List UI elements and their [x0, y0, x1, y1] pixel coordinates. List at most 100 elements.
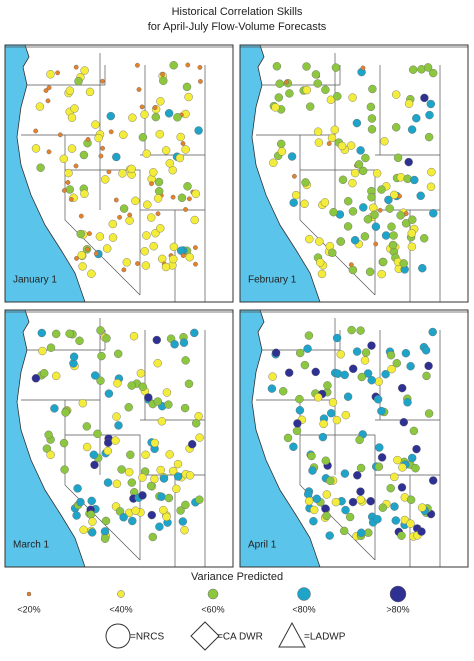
station-dot — [152, 335, 162, 345]
station-dot — [161, 146, 171, 155]
station-dot — [391, 123, 401, 132]
station-dot — [319, 419, 328, 429]
station-dot — [323, 381, 332, 390]
station-dot — [332, 415, 342, 425]
shape-symbol — [190, 621, 220, 651]
station-dot — [418, 263, 427, 273]
station-dot — [112, 152, 121, 162]
station-dot — [186, 196, 192, 202]
station-dot — [60, 465, 69, 474]
station-dot — [185, 252, 194, 262]
station-dot — [336, 237, 346, 246]
station-dot — [160, 71, 165, 77]
station-dot — [325, 476, 335, 486]
station-dot — [179, 338, 189, 347]
station-dot — [360, 65, 366, 71]
station-dot — [307, 451, 316, 461]
station-dot — [424, 409, 434, 418]
station-dot — [164, 493, 174, 503]
station-dot — [381, 231, 391, 240]
station-dot — [182, 82, 192, 92]
station-dot — [417, 527, 426, 536]
station-dot — [372, 169, 382, 178]
station-dot — [421, 346, 431, 355]
station-dot — [131, 506, 140, 515]
station-dot — [333, 92, 342, 101]
station-dot — [331, 497, 341, 507]
station-dot — [85, 87, 95, 97]
station-dot — [191, 419, 201, 428]
station-dot — [97, 351, 106, 361]
station-dot — [410, 175, 419, 185]
station-dot — [141, 450, 150, 460]
panel-label: January 1 — [13, 275, 57, 286]
station-dot — [131, 196, 140, 206]
station-dot — [424, 132, 434, 142]
station-dot — [269, 158, 278, 168]
basemap — [239, 309, 469, 568]
station-dot — [183, 182, 192, 191]
station-dot — [141, 261, 151, 270]
legend-swatch — [207, 588, 219, 600]
station-dot — [314, 138, 324, 147]
station-dot — [377, 185, 386, 194]
station-dot — [341, 410, 351, 420]
station-dot — [59, 154, 68, 164]
station-dot — [168, 466, 178, 476]
station-dot — [138, 382, 148, 392]
station-dot — [370, 210, 379, 220]
station-dot — [161, 262, 171, 272]
station-dot — [380, 137, 389, 146]
station-dot — [180, 253, 186, 259]
station-dot — [180, 403, 190, 413]
station-dot — [72, 511, 81, 520]
station-dot — [146, 481, 156, 491]
station-dot — [366, 102, 376, 112]
station-dot — [398, 463, 407, 472]
station-dot — [106, 169, 112, 175]
station-dot — [365, 267, 375, 277]
station-dot — [122, 258, 132, 267]
station-dot — [169, 254, 178, 264]
shape-symbol — [278, 621, 306, 648]
station-dot — [119, 204, 129, 213]
station-dot — [409, 426, 419, 436]
station-dot — [100, 175, 110, 184]
station-dot — [64, 168, 73, 178]
station-dot — [183, 207, 189, 212]
station-dot — [345, 512, 355, 522]
station-dot — [406, 362, 415, 371]
station-dot — [79, 150, 89, 160]
station-dot — [377, 207, 383, 213]
station-dot — [381, 369, 390, 379]
station-dot — [162, 512, 171, 522]
station-dot — [378, 503, 388, 512]
station-dot — [124, 403, 133, 412]
station-dot — [377, 453, 387, 462]
station-dot — [173, 472, 183, 481]
station-dot — [169, 61, 178, 70]
station-dot — [156, 224, 165, 233]
station-dot — [272, 62, 282, 71]
station-dot — [424, 361, 433, 371]
station-dot — [305, 234, 314, 244]
station-dot — [52, 329, 61, 339]
station-dot — [113, 197, 119, 203]
station-dot — [412, 444, 421, 454]
station-dot — [348, 497, 358, 507]
station-dot — [87, 528, 97, 537]
station-dot — [113, 379, 122, 388]
station-dot — [78, 398, 88, 408]
station-dot — [285, 89, 294, 98]
station-dot — [149, 181, 154, 187]
station-dot — [82, 422, 92, 431]
station-dot — [312, 494, 322, 504]
station-dot — [126, 450, 135, 460]
station-dot — [318, 432, 328, 442]
station-dot — [356, 463, 366, 473]
station-dot — [164, 109, 174, 118]
station-dot — [100, 534, 110, 543]
station-dot — [348, 207, 358, 216]
station-dot — [411, 463, 420, 473]
station-dot — [396, 211, 405, 220]
